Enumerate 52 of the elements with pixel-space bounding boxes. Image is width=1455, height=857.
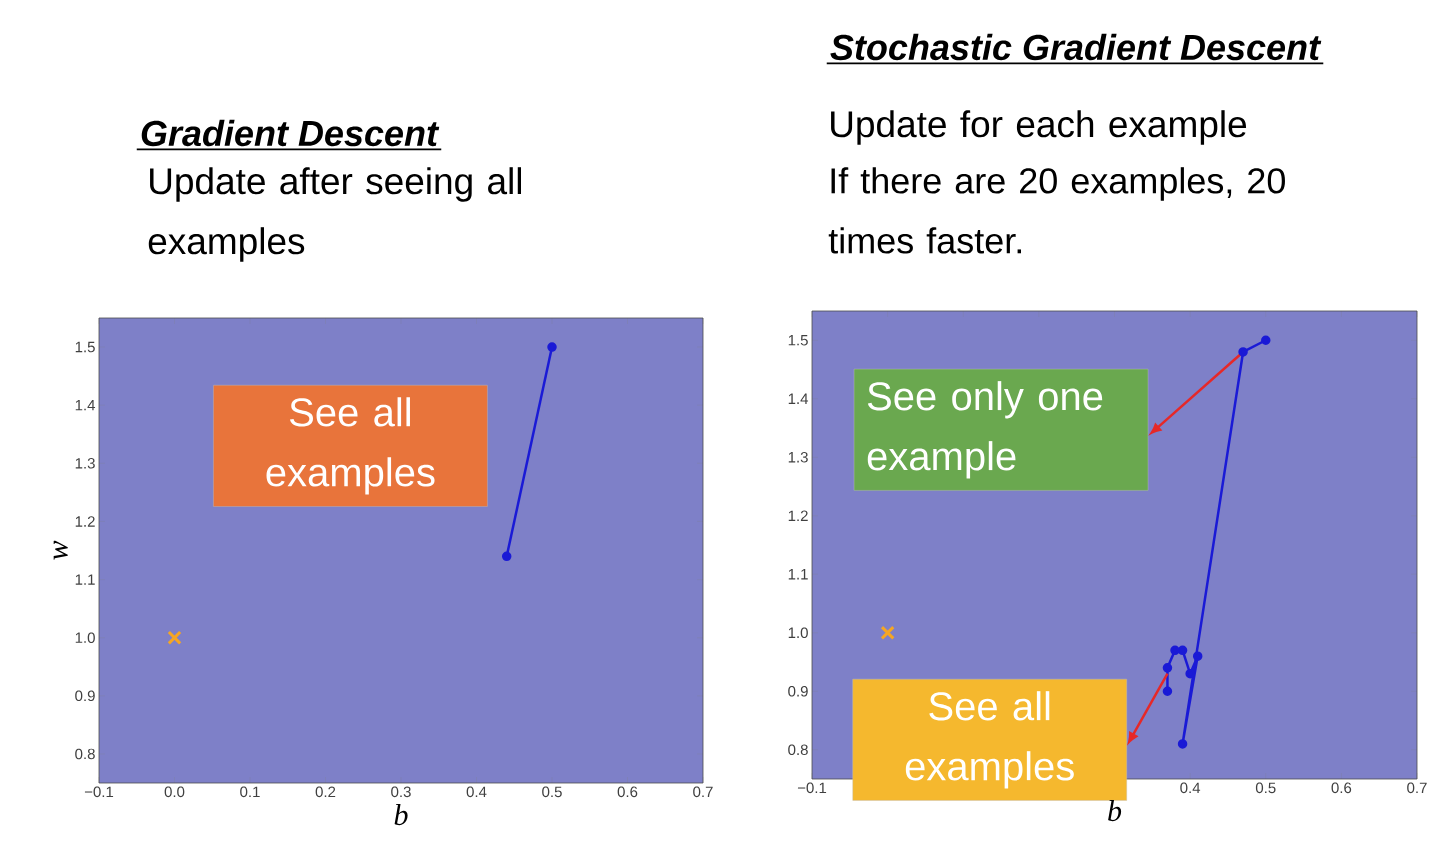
- x-tick-label: 0.4: [1180, 782, 1201, 794]
- y-tick-label: 0.9: [788, 685, 808, 697]
- y-tick-label: 1.2: [788, 510, 808, 521]
- y-tick-label: 1.0: [75, 632, 95, 643]
- point: [1162, 663, 1173, 673]
- x-tick-label: 0.1: [240, 786, 260, 798]
- point: [1162, 686, 1173, 696]
- x-tick-label: −0.1: [797, 782, 827, 794]
- y-tick-label: 0.8: [788, 744, 808, 756]
- y-tick-label: 1.2: [75, 516, 95, 527]
- point: [547, 342, 557, 352]
- x-tick-label: 0.0: [164, 786, 185, 798]
- y-tick-label: 1.5: [788, 335, 808, 346]
- y-tick-label: 0.9: [75, 690, 95, 702]
- annotation: See all examples: [266, 397, 435, 495]
- x-axis-title: b: [1108, 800, 1122, 822]
- x-tick-label: 0.3: [391, 786, 411, 798]
- x-tick-label: −0.1: [84, 786, 114, 798]
- x-tick-label: 0.2: [315, 786, 336, 798]
- chart-title: Stochastic Gradient Descent: [830, 33, 1322, 61]
- x-tick-label: 0.6: [617, 786, 638, 798]
- text: If there are 20 examples, 20 times faster.: [828, 167, 1285, 254]
- x-tick-label: 0.5: [542, 786, 562, 798]
- point: [880, 625, 895, 640]
- x-axis-title: b: [394, 804, 408, 826]
- point: [167, 630, 182, 645]
- annotation: See all examples: [905, 691, 1074, 789]
- y-tick-label: 1.4: [788, 393, 809, 404]
- chart-subtitle: Update after seeing all examples: [148, 167, 522, 262]
- point: [1170, 645, 1180, 656]
- point: [1261, 335, 1271, 345]
- point: [1238, 347, 1248, 357]
- y-tick-label: 1.3: [788, 451, 808, 463]
- point: [1177, 739, 1188, 749]
- chart-title: Gradient Descent: [141, 119, 440, 147]
- x-tick-label: 0.5: [1255, 782, 1276, 794]
- point: [501, 551, 512, 562]
- y-tick-label: 0.8: [75, 748, 95, 760]
- y-axis-title: w: [53, 540, 68, 560]
- x-tick-label: 0.7: [693, 786, 713, 798]
- y-tick-label: 1.3: [75, 458, 95, 469]
- y-tick-label: 1.1: [75, 574, 95, 585]
- x-tick-label: 0.4: [466, 786, 487, 798]
- x-tick-label: 0.6: [1331, 782, 1352, 794]
- point: [1192, 651, 1203, 661]
- chart-subtitle: Update for each example: [831, 110, 1247, 145]
- annotation: See only one example: [867, 381, 1103, 479]
- y-tick-label: 1.4: [75, 400, 96, 411]
- y-tick-label: 1.1: [788, 569, 808, 580]
- y-tick-label: 1.0: [788, 627, 808, 639]
- y-tick-label: 1.5: [75, 341, 95, 353]
- x-tick-label: 0.7: [1407, 782, 1427, 794]
